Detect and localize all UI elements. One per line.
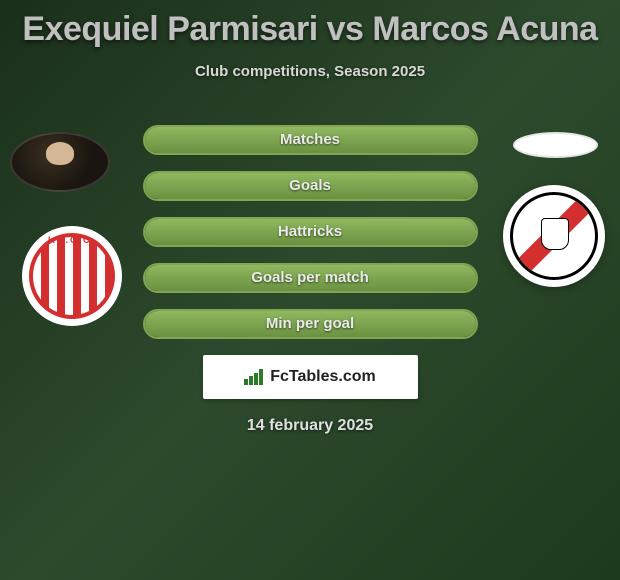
stat-row: Matches4	[143, 125, 478, 155]
club-badge-left-inner: I.A.C.C.	[29, 233, 115, 319]
stat-row: Hattricks0	[143, 217, 478, 247]
stat-row: Goals0	[143, 171, 478, 201]
stat-row: Goals per match	[143, 263, 478, 293]
club-badge-right	[503, 185, 605, 287]
player-photo-left	[10, 132, 110, 192]
bars-icon	[244, 369, 264, 385]
club-badge-right-inner	[510, 192, 598, 280]
club-badge-left: I.A.C.C.	[22, 226, 122, 326]
stats-list: Matches4 Goals0 Hattricks0 Goals per match M…	[143, 110, 478, 339]
subtitle: Club competitions, Season 2025	[0, 63, 620, 80]
stat-row: Min per goal	[143, 309, 478, 339]
date-text: 14 february 2025	[10, 417, 610, 435]
comparison-content: I.A.C.C. Matches4 Goals0 Hattricks0 Goals p…	[0, 110, 620, 435]
stat-label: Hattricks	[145, 219, 476, 245]
club-badge-right-shield	[541, 218, 569, 250]
stat-label: Goals per match	[145, 265, 476, 291]
player-photo-right	[513, 132, 598, 158]
brand-text: FcTables.com	[270, 368, 376, 386]
brand-box[interactable]: FcTables.com	[203, 355, 418, 399]
stat-label: Matches	[145, 127, 476, 153]
stat-label: Min per goal	[145, 311, 476, 337]
club-badge-left-text: I.A.C.C.	[33, 235, 111, 245]
page-title: Exequiel Parmisari vs Marcos Acuna	[0, 0, 620, 49]
stat-label: Goals	[145, 173, 476, 199]
